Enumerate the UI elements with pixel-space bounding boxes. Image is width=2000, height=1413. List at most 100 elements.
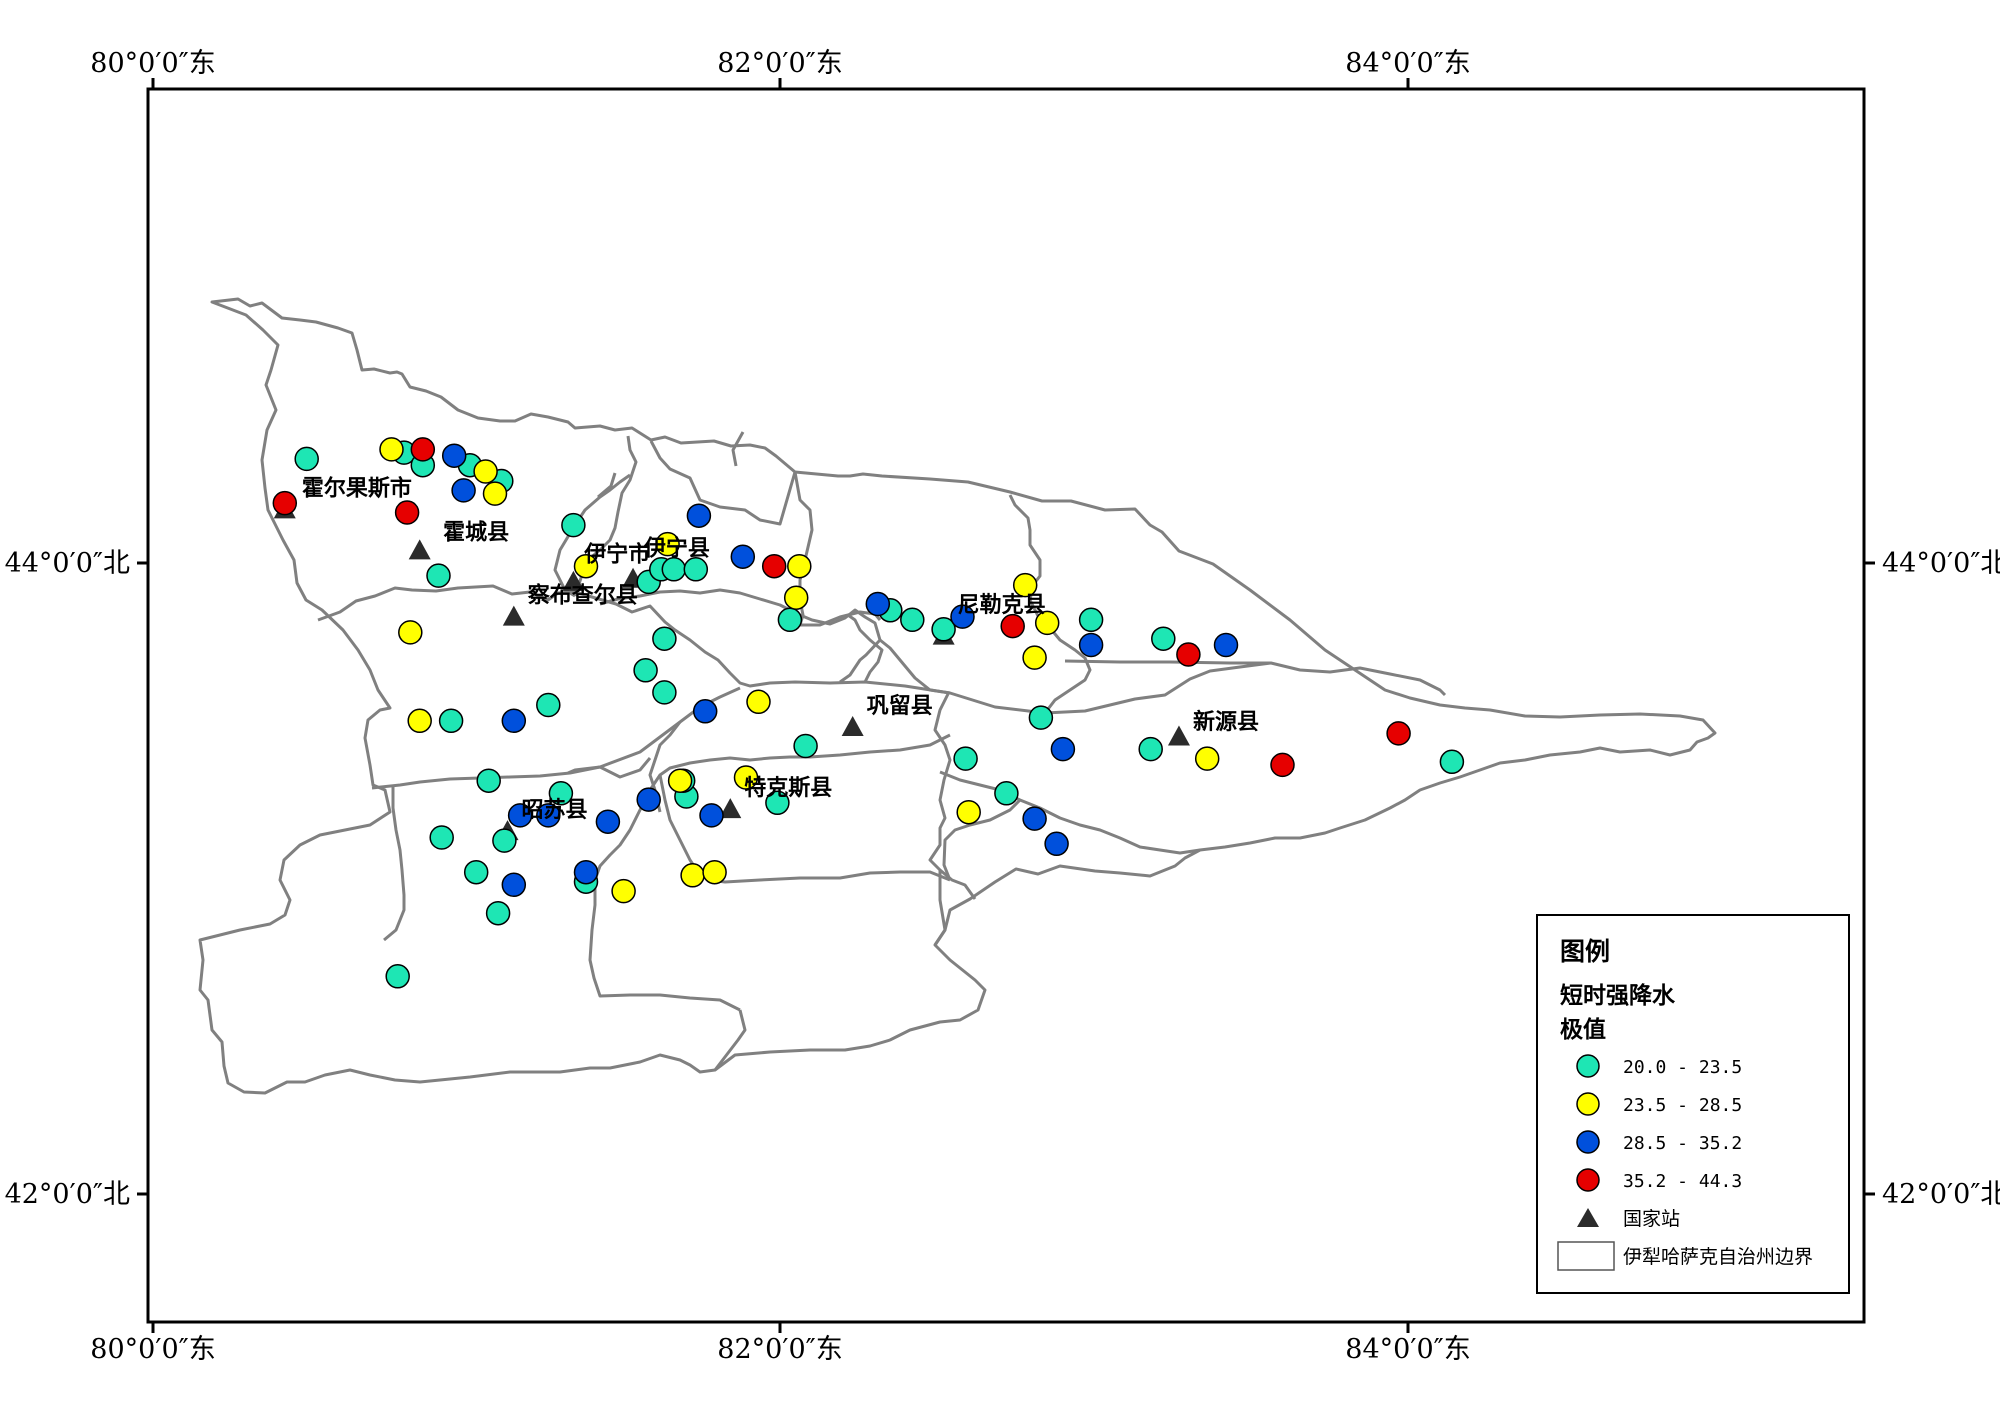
station-marker-c3	[636, 787, 661, 812]
station-marker-c2	[573, 553, 599, 579]
station-marker-c3	[1213, 632, 1239, 658]
station-marker-c3	[865, 591, 891, 617]
station-marker-c4	[272, 490, 298, 516]
station-marker-c3	[451, 478, 476, 503]
station-marker-c2	[1034, 610, 1060, 636]
station-marker-c1	[548, 781, 574, 806]
legend-subtitle-type: 短时强降水	[1560, 982, 1676, 1009]
station-marker-c1	[765, 790, 790, 816]
station-marker-c2	[956, 799, 981, 825]
station-marker-c4	[394, 500, 420, 525]
station-marker-c2	[733, 765, 759, 790]
x-tick-label: 84°0′0″东	[1345, 1334, 1470, 1365]
station-marker-c2	[667, 768, 693, 793]
station-marker-c1	[426, 563, 451, 588]
national-station-marker	[502, 605, 525, 626]
legend-swatch-c4	[1576, 1168, 1600, 1192]
station-marker-c1	[994, 781, 1019, 806]
station-marker-c1	[953, 746, 978, 771]
legend-subtitle-extreme: 极值	[1560, 1016, 1606, 1043]
y-tick-labels-left: 44°0′0″北 42°0′0″北	[5, 548, 130, 1210]
station-marker-c1	[683, 557, 709, 582]
legend-swatch-c3	[1576, 1130, 1600, 1154]
station-marker-c3	[1022, 806, 1047, 831]
y-tick-label: 44°0′0″北	[1882, 548, 2000, 579]
station-marker-c1	[463, 859, 489, 885]
station-marker-c3	[686, 503, 712, 528]
station-marker-c3	[536, 803, 561, 828]
station-marker-c3	[692, 699, 718, 724]
station-marker-c4	[1386, 721, 1411, 746]
legend-title: 图例	[1560, 937, 1610, 966]
station-marker-c3	[441, 443, 467, 468]
legend-swatch-c2	[1576, 1092, 1600, 1116]
national-station-marker	[408, 539, 431, 560]
station-marker-c1	[931, 617, 956, 642]
x-tick-label: 82°0′0″东	[717, 48, 842, 79]
station-marker-c2	[611, 878, 636, 904]
national-station-marker	[1167, 725, 1190, 746]
y-tick-label: 44°0′0″北	[5, 548, 130, 579]
national-station-marker	[841, 716, 864, 737]
station-marker-c2	[655, 531, 680, 557]
station-marker-c2	[1194, 746, 1220, 771]
station-marker-c4	[1270, 752, 1295, 778]
station-marker-c4	[410, 437, 436, 462]
y-tick-label: 42°0′0″北	[1882, 1179, 2000, 1210]
station-marker-c4	[1000, 613, 1025, 639]
legend-label-c2: 23.5 - 28.5	[1623, 1095, 1742, 1116]
y-tick-label: 42°0′0″北	[5, 1179, 130, 1210]
county-label: 新源县	[1193, 709, 1259, 735]
station-marker-c1	[1138, 736, 1163, 762]
station-marker-c1	[438, 708, 464, 734]
x-tick-labels-top: 80°0′0″东 82°0′0″东 84°0′0″东	[90, 48, 1470, 79]
station-marker-c2	[1012, 572, 1038, 598]
station-marker-c1	[652, 626, 677, 651]
county-label: 察布查尔县	[528, 583, 638, 609]
station-marker-c3	[501, 708, 527, 734]
station-marker-c1	[476, 768, 501, 793]
station-marker-c4	[761, 553, 787, 579]
station-marker-c3	[573, 859, 599, 885]
county-label: 巩留县	[867, 693, 933, 719]
station-marker-c1	[485, 900, 511, 926]
legend-station-triangle	[1577, 1208, 1599, 1227]
station-marker-c3	[501, 872, 527, 898]
station-layer	[272, 437, 1465, 989]
station-marker-c3	[595, 809, 621, 834]
county-label: 伊宁县	[643, 535, 710, 561]
station-marker-c2	[379, 437, 404, 462]
station-marker-c3	[1044, 831, 1069, 857]
station-marker-c2	[398, 620, 423, 645]
x-tick-label: 80°0′0″东	[90, 48, 215, 79]
station-marker-c1	[1078, 607, 1104, 633]
station-marker-c1	[1439, 749, 1465, 775]
station-marker-c2	[482, 481, 508, 506]
legend-label-c4: 35.2 - 44.3	[1623, 1171, 1742, 1192]
national-station-marker	[719, 798, 742, 819]
county-label: 霍尔果斯市	[302, 475, 412, 501]
national-station-marker	[562, 570, 585, 591]
station-marker-c1	[385, 964, 410, 989]
legend-swatch-boundary	[1557, 1241, 1615, 1271]
station-marker-c1	[652, 680, 677, 705]
county-label: 昭苏县	[522, 797, 588, 823]
legend-label-c3: 28.5 - 35.2	[1623, 1133, 1742, 1154]
y-tick-labels-right: 44°0′0″北 42°0′0″北	[1882, 548, 2000, 1210]
station-marker-c4	[1176, 642, 1201, 667]
x-tick-label: 84°0′0″东	[1345, 48, 1470, 79]
station-marker-c1	[777, 607, 803, 633]
station-marker-c3	[730, 544, 756, 569]
x-tick-label: 80°0′0″东	[90, 1334, 215, 1365]
station-marker-c1	[536, 692, 561, 718]
station-marker-c3	[1050, 736, 1076, 762]
station-marker-c1	[633, 658, 658, 683]
county-label: 霍城县	[443, 520, 509, 546]
station-marker-c1	[1028, 705, 1054, 730]
station-marker-c2	[473, 459, 498, 484]
tick-marks	[137, 78, 1875, 1333]
legend: 图例 短时强降水 极值 20.0 - 23.5 23.5 - 28.5 28.5…	[1536, 914, 1850, 1294]
station-marker-c1	[900, 607, 925, 633]
